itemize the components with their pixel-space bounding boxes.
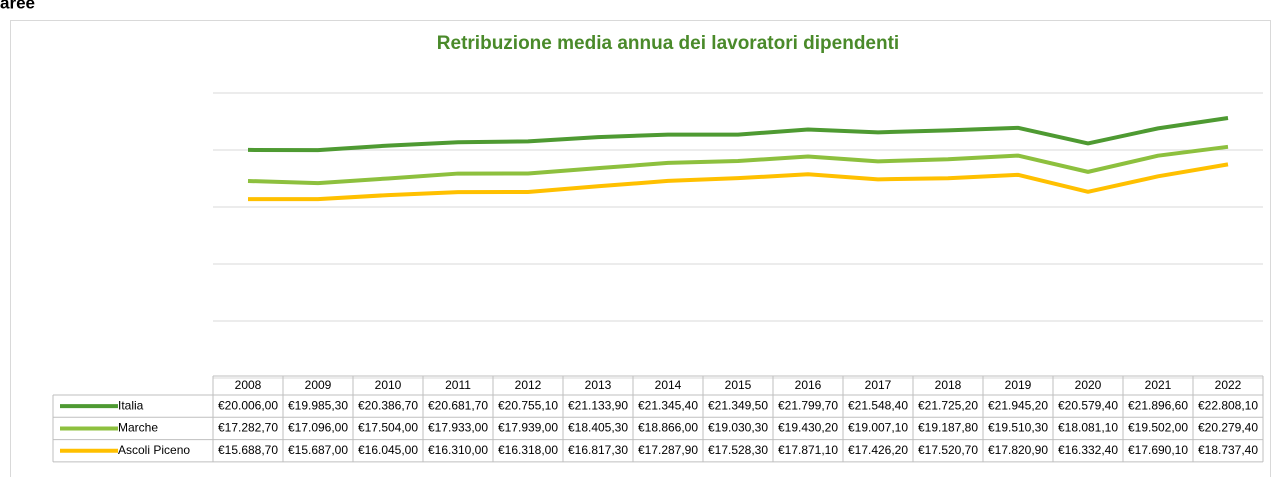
table-value: €19.007,10	[848, 421, 908, 435]
x-tick-label: 2020	[1075, 378, 1102, 392]
x-tick-label: 2010	[375, 378, 402, 392]
table-value: €16.310,00	[428, 443, 488, 457]
x-tick-label: 2009	[305, 378, 332, 392]
table-value: €19.985,30	[288, 398, 348, 412]
x-tick-label: 2012	[515, 378, 542, 392]
series-line	[247, 162, 1229, 202]
table-value: €21.349,50	[708, 398, 768, 412]
x-tick-label: 2013	[585, 378, 612, 392]
heading: aree	[0, 0, 35, 12]
legend-label: Marche	[118, 421, 158, 435]
x-tick-label: 2019	[1005, 378, 1032, 392]
legend-label: Ascoli Piceno	[118, 443, 190, 457]
x-tick-label: 2014	[655, 378, 682, 392]
table-value: €20.386,70	[358, 398, 418, 412]
x-tick-label: 2017	[865, 378, 892, 392]
table-value: €21.896,60	[1128, 398, 1188, 412]
table-value: €16.817,30	[568, 443, 628, 457]
table-value: €17.504,00	[358, 421, 418, 435]
x-tick-label: 2022	[1215, 378, 1242, 392]
table-value: €19.030,30	[708, 421, 768, 435]
table-value: €17.820,90	[988, 443, 1048, 457]
chart-frame	[10, 20, 1271, 482]
table-value: €19.187,80	[918, 421, 978, 435]
table-value: €21.725,20	[918, 398, 978, 412]
table-value: €17.520,70	[918, 443, 978, 457]
x-tick-label: 2016	[795, 378, 822, 392]
table-value: €15.687,00	[288, 443, 348, 457]
table-value: €20.006,00	[218, 398, 278, 412]
x-tick-label: 2015	[725, 378, 752, 392]
table-value: €18.737,40	[1198, 443, 1258, 457]
table-value: €21.945,20	[988, 398, 1048, 412]
table-value: €18.866,00	[638, 421, 698, 435]
table-value: €17.939,00	[498, 421, 558, 435]
legend-label: Italia	[118, 398, 144, 412]
series-line	[247, 144, 1229, 186]
table-value: €19.430,20	[778, 421, 838, 435]
table-value: €16.318,00	[498, 443, 558, 457]
table-value: €22.808,10	[1198, 398, 1258, 412]
table-value: €21.548,40	[848, 398, 908, 412]
chart-title: Retribuzione media annua dei lavoratori …	[437, 33, 899, 54]
table-value: €20.755,10	[498, 398, 558, 412]
table-value: €21.345,40	[638, 398, 698, 412]
table-value: €17.096,00	[288, 421, 348, 435]
table-value: €18.081,10	[1058, 421, 1118, 435]
table-value: €17.933,00	[428, 421, 488, 435]
table-value: €20.279,40	[1198, 421, 1258, 435]
table-value: €20.681,70	[428, 398, 488, 412]
table-value: €18.405,30	[568, 421, 628, 435]
x-tick-label: 2011	[445, 378, 471, 392]
table-value: €16.332,40	[1058, 443, 1118, 457]
x-tick-label: 2021	[1145, 378, 1172, 392]
x-tick-label: 2018	[935, 378, 962, 392]
table-value: €21.799,70	[778, 398, 838, 412]
table-value: €16.045,00	[358, 443, 418, 457]
table-value: €19.502,00	[1128, 421, 1188, 435]
table-value: €20.579,40	[1058, 398, 1118, 412]
series-line	[247, 116, 1229, 153]
table-value: €17.528,30	[708, 443, 768, 457]
table-value: €21.133,90	[568, 398, 628, 412]
table-value: €17.287,90	[638, 443, 698, 457]
table-value: €17.690,10	[1128, 443, 1188, 457]
table-value: €15.688,70	[218, 443, 278, 457]
table-value: €17.282,70	[218, 421, 278, 435]
x-tick-label: 2008	[235, 378, 262, 392]
table-value: €19.510,30	[988, 421, 1048, 435]
table-value: €17.871,10	[778, 443, 838, 457]
table-value: €17.426,20	[848, 443, 908, 457]
